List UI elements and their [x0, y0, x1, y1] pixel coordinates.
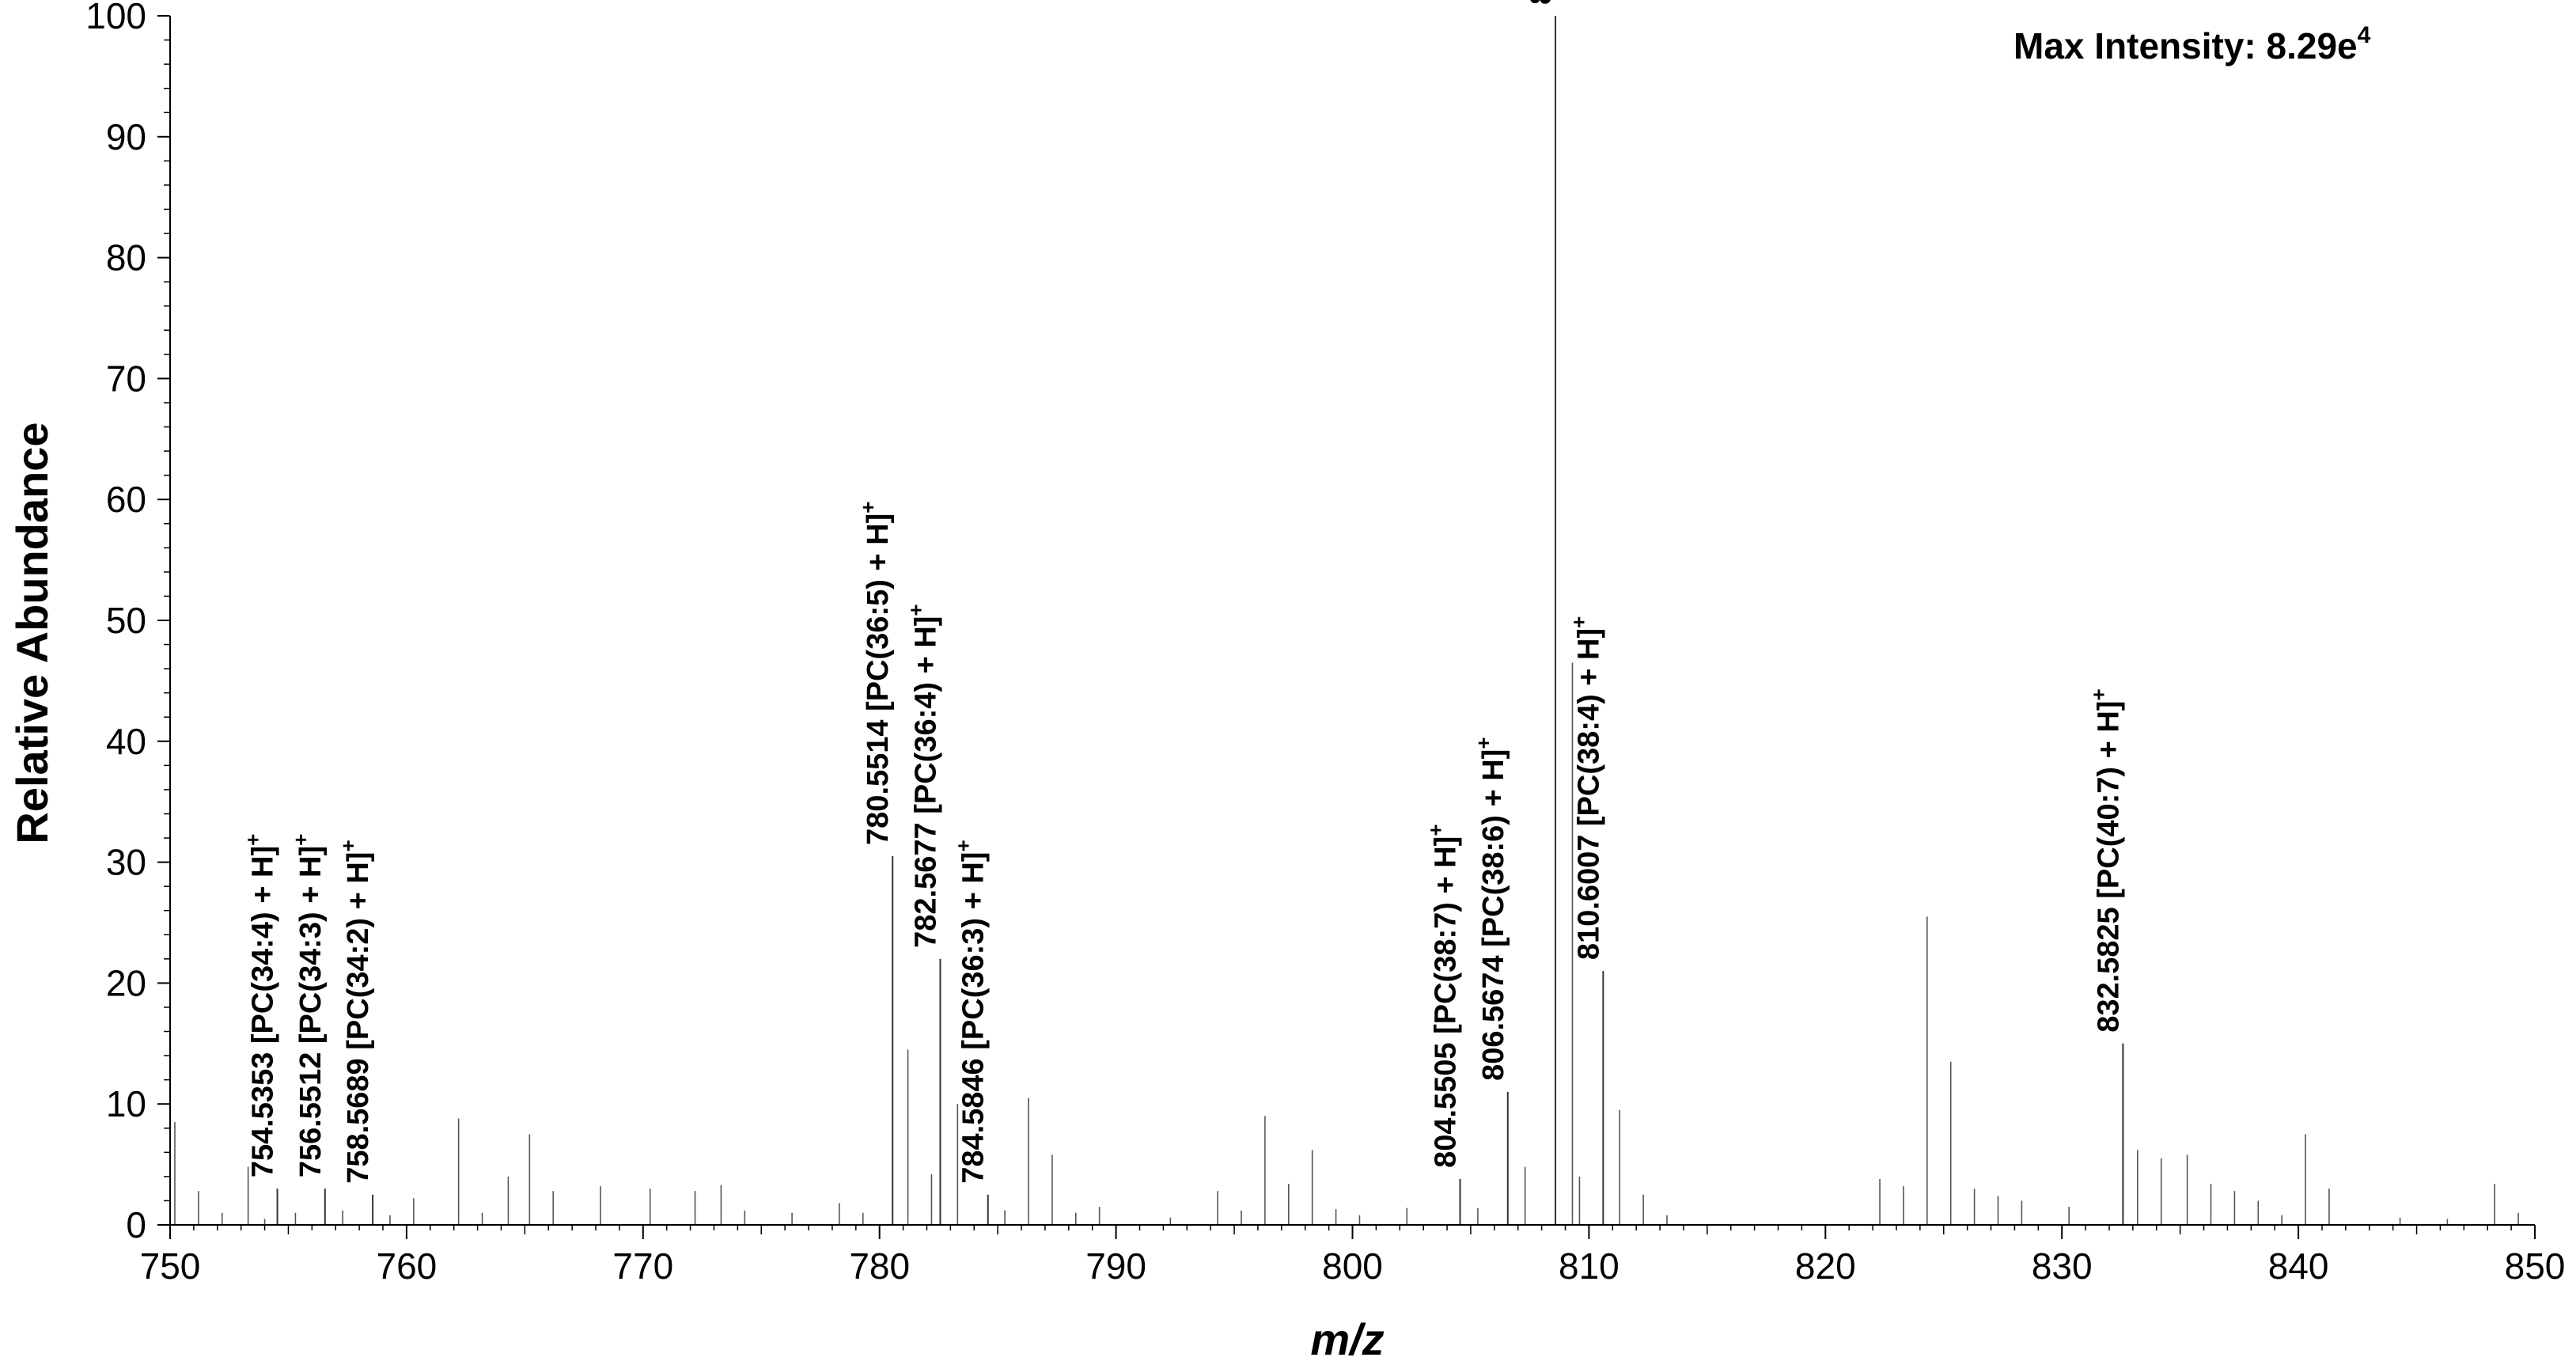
peak-annotation-text: 754.5353 [PC(34:4) + H]: [247, 846, 280, 1177]
peak-annotation-charge: +: [1424, 824, 1448, 836]
peak-annotation-charge: +: [241, 834, 265, 846]
y-tick-label: 20: [106, 962, 146, 1003]
peak-annotation-text: 804.5505 [PC(38:7) + H]: [1430, 836, 1463, 1168]
peak-annotations: 754.5353 [PC(34:4) + H]+756.5512 [PC(34:…: [241, 0, 2126, 1184]
axes: 750 760 770 780 790 800 810 820 830 840 850 0 10 20 30…: [85, 0, 2565, 1287]
peak-annotation-text: 832.5825 [PC(40:7) + H]: [2092, 701, 2125, 1033]
y-tick-label: 60: [106, 479, 146, 520]
peak-annotation-charge: +: [1472, 737, 1495, 749]
peak-annotation-label: 758.5689 [PC(34:2) + H]+: [336, 840, 375, 1183]
x-tick-label: 830: [2032, 1245, 2093, 1287]
y-tick-label: 100: [85, 0, 146, 36]
y-tick-label: 50: [106, 600, 146, 641]
peak-annotation-text: 784.5846 [PC(36:3) + H]: [957, 852, 991, 1184]
y-tick-label: 40: [106, 721, 146, 762]
peak-annotation-charge: +: [856, 502, 880, 514]
x-tick-label: 820: [1795, 1245, 1856, 1287]
peak-annotation-label: 780.5514 [PC(36:5) + H]+: [856, 502, 895, 845]
peak-annotation-label: 810.6007 [PC(38:4) + H]+: [1566, 616, 1605, 960]
peak-annotation-charge: +: [952, 840, 975, 851]
peak-annotation-label: 756.5512 [PC(34:3) + H]+: [289, 834, 328, 1177]
peak-annotation-label: 808.5829 [PC(38:5) + H]+: [1519, 0, 1558, 5]
max-intensity-exponent: 4: [2358, 22, 2371, 48]
peak-annotation-label: 782.5677 [PC(36:4) + H]+: [903, 604, 942, 947]
max-intensity-label: Max Intensity: 8.29e4: [2013, 22, 2371, 66]
peak-annotation-text: 806.5674 [PC(38:6) + H]: [1477, 749, 1510, 1081]
x-tick-label: 840: [2268, 1245, 2329, 1287]
peak-annotation-label: 754.5353 [PC(34:4) + H]+: [241, 834, 280, 1177]
y-tick-label: 70: [106, 358, 146, 399]
peak-annotation-label: 806.5674 [PC(38:6) + H]+: [1472, 737, 1510, 1080]
peak-annotation-charge: +: [289, 834, 313, 846]
y-tick-label: 80: [106, 237, 146, 279]
peak-annotation-text: 756.5512 [PC(34:3) + H]: [294, 846, 328, 1177]
peak-annotation-label: 804.5505 [PC(38:7) + H]+: [1424, 824, 1463, 1167]
peak-annotation-charge: +: [903, 604, 927, 616]
x-tick-label: 760: [377, 1245, 438, 1287]
y-tick-label: 0: [126, 1204, 146, 1245]
x-tick-label: 850: [2505, 1245, 2566, 1287]
peak-annotation-text: 780.5514 [PC(36:5) + H]: [862, 514, 895, 845]
x-tick-label: 790: [1085, 1245, 1146, 1287]
y-axis-title: Relative Abundance: [7, 422, 57, 844]
peak-annotation-text: 758.5689 [PC(34:2) + H]: [342, 852, 375, 1184]
y-tick-label: 10: [106, 1083, 146, 1124]
y-tick-label: 90: [106, 116, 146, 157]
x-tick-label: 810: [1559, 1245, 1619, 1287]
x-tick-label: 770: [612, 1245, 673, 1287]
peak-annotation-charge: +: [2086, 688, 2110, 700]
peak-annotation-text: 782.5677 [PC(36:4) + H]: [909, 616, 942, 948]
unlabeled-peaks: [174, 662, 2519, 1225]
x-axis-title: m/z: [1310, 1314, 1384, 1361]
x-tick-label: 800: [1322, 1245, 1383, 1287]
peak-annotation-text: 808.5829 [PC(38:5) + H]: [1525, 0, 1558, 5]
annotated-peaks: [276, 16, 2124, 1225]
y-tick-label: 30: [106, 842, 146, 883]
peak-annotation-charge: +: [1566, 616, 1590, 628]
peak-annotation-label: 784.5846 [PC(36:3) + H]+: [952, 840, 991, 1183]
peak-annotation-text: 810.6007 [PC(38:4) + H]: [1572, 628, 1605, 960]
max-intensity-text: Max Intensity: 8.29e: [2013, 25, 2358, 66]
peak-annotation-label: 832.5825 [PC(40:7) + H]+: [2086, 688, 2125, 1032]
peak-annotation-charge: +: [336, 840, 360, 851]
x-tick-label: 750: [140, 1245, 201, 1287]
x-tick-label: 780: [849, 1245, 910, 1287]
